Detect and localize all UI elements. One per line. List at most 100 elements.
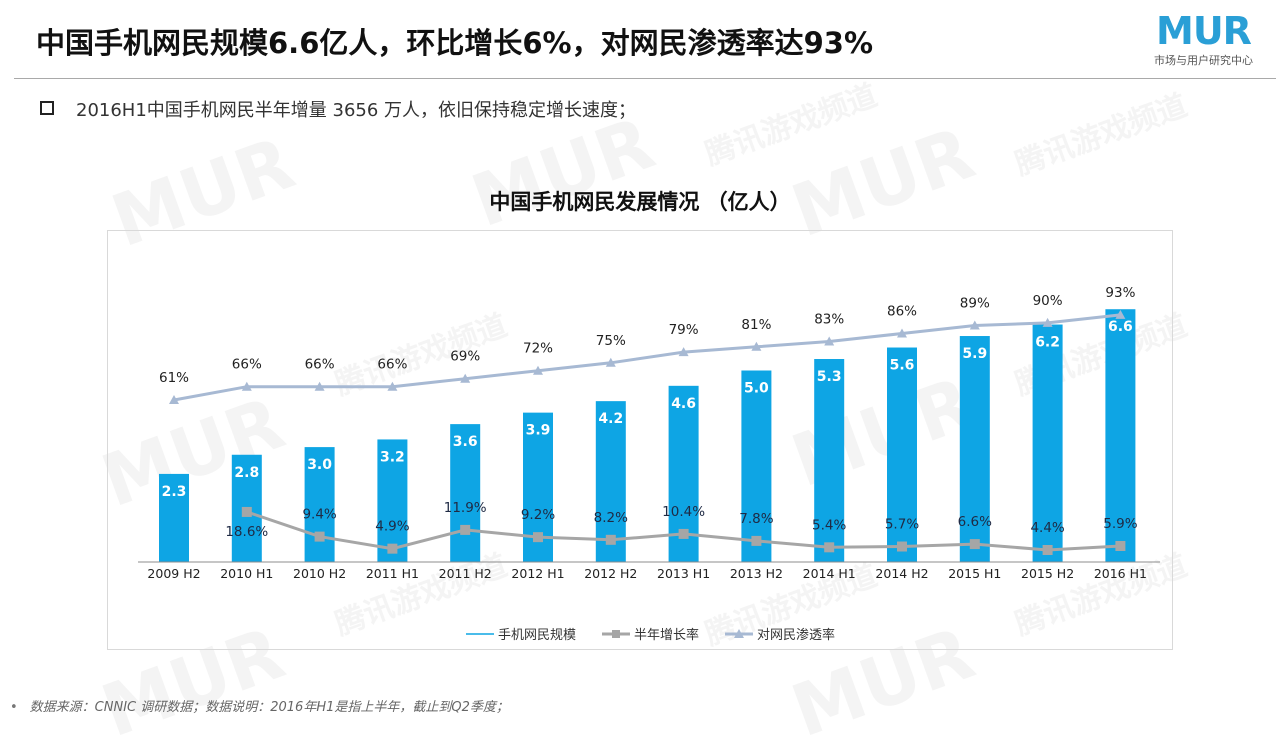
- penetration-marker: [460, 373, 471, 383]
- penetration-data-label: 81%: [741, 317, 771, 333]
- bar: [959, 336, 990, 562]
- penetration-marker: [824, 336, 835, 346]
- logo-mark: MUR: [1156, 9, 1252, 53]
- penetration-data-label: 72%: [523, 341, 553, 357]
- penetration-data-label: 66%: [377, 357, 407, 373]
- growth-data-label: 5.7%: [885, 517, 919, 533]
- growth-data-label: 4.9%: [375, 519, 409, 535]
- penetration-data-label: 90%: [1033, 293, 1063, 309]
- bar: [1105, 309, 1136, 562]
- penetration-marker: [387, 381, 398, 391]
- logo-subtitle: 市场与用户研究中心: [1154, 54, 1253, 67]
- x-tick-label: 2011 H2: [439, 566, 492, 581]
- penetration-data-label: 66%: [232, 357, 262, 373]
- bar: [887, 347, 917, 562]
- summary-bullet: 2016H1中国手机网民半年增量 3656 万人，依旧保持稳定增长速度；: [40, 96, 636, 122]
- chart-frame: [107, 230, 1173, 650]
- x-tick-label: 2015 H2: [1021, 566, 1074, 581]
- legend-marker-square: [612, 630, 620, 638]
- bar: [159, 473, 189, 562]
- growth-marker: [824, 542, 835, 553]
- bar: [304, 447, 335, 562]
- bar-value-label: 3.6: [453, 434, 478, 450]
- x-tick-label: 2012 H2: [584, 566, 637, 581]
- growth-marker: [897, 541, 907, 552]
- bar-value-label: 2.8: [234, 465, 259, 481]
- growth-marker: [314, 531, 325, 542]
- growth-marker: [241, 506, 252, 517]
- penetration-data-label: 89%: [960, 296, 990, 312]
- source-text: 数据来源：CNNIC 调研数据；数据说明：2016年H1是指上半年，截止到Q2季…: [29, 700, 509, 715]
- source-note: • 数据来源：CNNIC 调研数据；数据说明：2016年H1是指上半年，截止到Q2…: [10, 696, 509, 715]
- penetration-data-label: 83%: [814, 311, 844, 327]
- penetration-data-label: 79%: [669, 322, 699, 338]
- x-tick-label: 2010 H1: [220, 566, 273, 581]
- growth-data-label: 6.6%: [958, 514, 992, 530]
- penetration-marker: [533, 365, 543, 375]
- penetration-marker: [969, 320, 980, 330]
- growth-data-label: 5.4%: [812, 517, 846, 533]
- growth-data-label: 9.4%: [302, 507, 336, 523]
- bar: [377, 439, 408, 562]
- penetration-marker: [897, 328, 907, 338]
- penetration-data-label: 86%: [887, 304, 917, 320]
- legend-label: 手机网民规模: [498, 628, 576, 643]
- bar-value-label: 6.6: [1108, 319, 1133, 335]
- legend-marker-triangle: [734, 629, 744, 638]
- bar-value-label: 3.0: [307, 457, 332, 473]
- mur-logo: MUR 市场与用户研究中心: [1152, 10, 1276, 70]
- growth-marker: [605, 534, 616, 545]
- bar-value-label: 2.3: [162, 484, 187, 500]
- penetration-marker: [241, 381, 252, 391]
- legend-label: 对网民渗透率: [757, 627, 835, 643]
- penetration-marker: [605, 357, 616, 367]
- penetration-data-label: 93%: [1105, 285, 1135, 301]
- growth-data-label: 10.4%: [662, 504, 705, 520]
- x-tick-label: 2016 H1: [1094, 566, 1147, 581]
- penetration-marker: [751, 341, 762, 351]
- growth-data-label: 11.9%: [444, 500, 487, 516]
- growth-marker: [460, 524, 471, 535]
- penetration-data-label: 69%: [450, 349, 480, 365]
- penetration-data-label: 61%: [159, 370, 189, 386]
- growth-marker: [678, 528, 689, 539]
- growth-marker: [1115, 540, 1126, 551]
- growth-marker: [969, 539, 980, 550]
- growth-data-label: 8.2%: [594, 510, 628, 526]
- bar-value-label: 6.2: [1035, 335, 1060, 351]
- x-tick-label: 2015 H1: [948, 566, 1001, 581]
- square-bullet-icon: [40, 101, 54, 115]
- bar-value-label: 4.2: [598, 411, 623, 427]
- penetration-marker: [1042, 317, 1053, 327]
- penetration-marker: [1115, 309, 1126, 319]
- x-tick-label: 2014 H1: [803, 566, 856, 581]
- penetration-marker: [169, 395, 179, 404]
- growth-data-label: 9.2%: [521, 507, 555, 523]
- penetration-data-label: 75%: [596, 333, 626, 349]
- chart: 2.3 2.8 3.0 3.2 3.6 3.9 4.2 4.6 5.0 5.3 5.6 5.9 6.2 6…: [138, 285, 1160, 643]
- growth-marker: [751, 535, 762, 546]
- growth-marker: [1042, 545, 1053, 555]
- growth-data-label: 5.9%: [1103, 516, 1137, 532]
- footer-bullet: •: [10, 700, 18, 715]
- penetration-marker: [678, 347, 689, 357]
- title-divider: [14, 78, 1276, 79]
- x-tick-label: 2013 H1: [657, 566, 710, 581]
- penetration-data-label: 66%: [305, 357, 335, 373]
- bar-value-label: 3.2: [380, 449, 405, 465]
- page-title: 中国手机网民规模6.6亿人，环比增长6%，对网民渗透率达93%: [36, 26, 874, 60]
- x-tick-label: 2013 H2: [730, 566, 783, 581]
- chart-title: 中国手机网民发展情况 （亿人）: [489, 190, 791, 214]
- bar: [450, 424, 481, 562]
- growth-data-label: 4.4%: [1030, 520, 1064, 536]
- x-tick-label: 2012 H1: [511, 566, 564, 581]
- growth-marker: [387, 543, 398, 554]
- bar-value-label: 5.0: [744, 381, 769, 397]
- x-tick-label: 2014 H2: [875, 566, 928, 581]
- penetration-marker: [314, 381, 325, 391]
- bar-value-label: 3.9: [526, 423, 551, 439]
- bar-value-label: 5.6: [890, 358, 915, 374]
- x-tick-label: 2009 H2: [147, 566, 200, 581]
- bar-value-label: 5.9: [962, 346, 987, 362]
- bar: [814, 359, 845, 562]
